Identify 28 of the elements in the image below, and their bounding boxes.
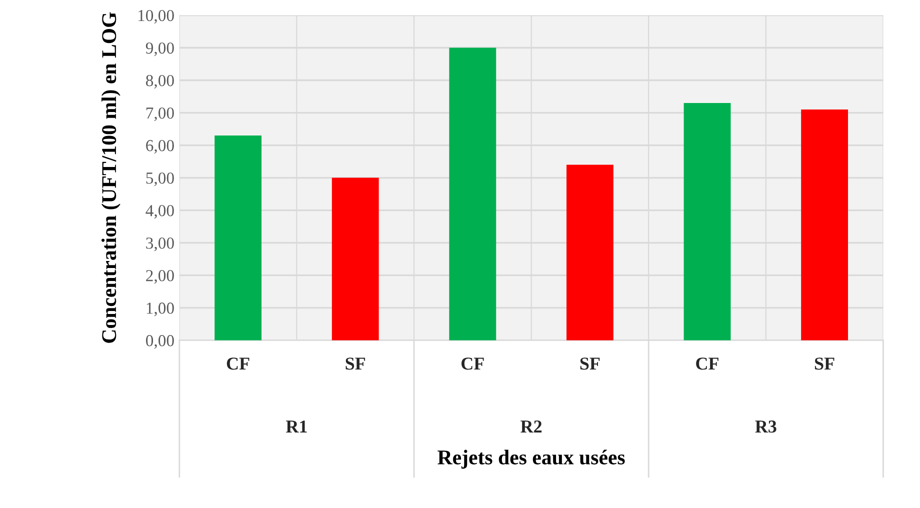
x-tick-label: CF [462, 358, 484, 370]
bar [332, 178, 379, 340]
x-tick-label: CF [226, 358, 250, 370]
x-tick-label: SF [580, 358, 600, 370]
text: R2 [520, 420, 542, 432]
y-tick-label: 1,00 [146, 302, 174, 316]
y-tick-label: 10,00 [138, 10, 174, 24]
y-tick-label: 2,00 [146, 270, 174, 284]
bar [801, 110, 848, 340]
y-tick-label: 4,00 [146, 205, 174, 219]
y-tick-label: 7,00 [146, 107, 174, 122]
y-tick-label: 6,00 [146, 140, 174, 154]
y-tick-label: 0,00 [146, 335, 174, 349]
y-tick-label: 8,00 [146, 74, 174, 89]
x-tick-label: SF [346, 358, 366, 370]
y-tick-label: 3,00 [146, 238, 174, 252]
y-tick-label: 5,00 [146, 172, 174, 186]
y-axis-title: Concentration (UFT/100 ml) en LOG [101, 12, 120, 343]
text: R3 [755, 420, 776, 433]
bar [566, 164, 614, 340]
x-axis-title: Rejets des eaux usées [438, 450, 625, 469]
y-tick-label: 9,00 [146, 42, 174, 56]
text: R1 [286, 420, 307, 432]
bar [214, 136, 262, 340]
bar [449, 48, 496, 340]
x-tick-label: CF [696, 358, 718, 370]
x-tick-label: SF [814, 358, 834, 370]
bar [684, 103, 731, 340]
